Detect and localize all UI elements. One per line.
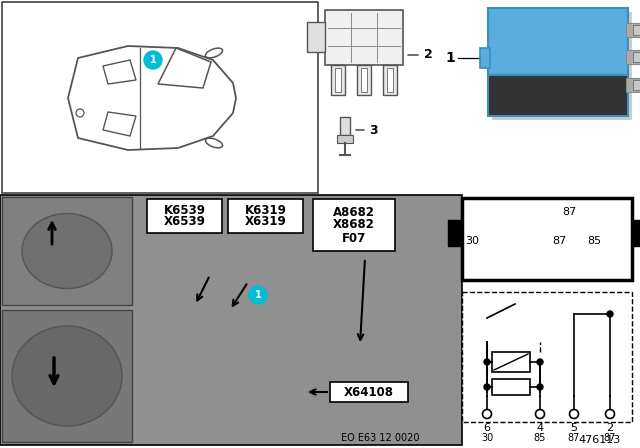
Circle shape [249,286,267,304]
Circle shape [537,359,543,365]
Circle shape [484,384,490,390]
Bar [480,48,490,68]
Bar [462,292,632,422]
Bar [488,8,628,75]
Circle shape [484,359,490,365]
Text: 3: 3 [369,124,378,137]
Bar [462,198,632,280]
Bar [492,12,632,120]
Text: 5: 5 [570,423,577,433]
Text: K6539: K6539 [163,204,205,217]
Text: EO E63 12 0020: EO E63 12 0020 [340,433,419,443]
Bar [2,2,318,193]
Bar [228,199,303,233]
Text: 87: 87 [552,236,566,246]
Bar [488,75,628,116]
Ellipse shape [22,214,112,289]
Bar [626,23,640,37]
Text: X8682: X8682 [333,219,375,232]
Text: 30: 30 [465,236,479,246]
Bar [357,65,371,95]
Circle shape [605,409,614,418]
Bar [492,352,530,372]
Bar [0,195,462,445]
Bar [361,68,367,92]
Bar [448,220,462,246]
Text: 85: 85 [587,236,601,246]
Text: 2: 2 [607,423,614,433]
Text: 476113: 476113 [579,435,621,445]
Bar [337,135,353,143]
Circle shape [144,51,162,69]
Bar [147,199,222,233]
Circle shape [536,409,545,418]
Text: 87: 87 [604,433,616,443]
Text: 4: 4 [536,423,543,433]
Bar [335,68,341,92]
Text: 1: 1 [150,55,156,65]
Text: 1: 1 [445,51,455,65]
Bar [383,65,397,95]
Bar [633,52,640,62]
Bar [626,78,640,92]
Bar [307,22,325,52]
Text: X64108: X64108 [344,385,394,399]
Bar [387,68,393,92]
Circle shape [483,409,492,418]
Bar [325,10,403,65]
Bar [331,65,345,95]
Bar [633,25,640,35]
Circle shape [570,409,579,418]
Text: 87: 87 [568,433,580,443]
Bar [2,197,132,305]
Bar [313,199,395,251]
Text: 85: 85 [534,433,546,443]
Text: X6319: X6319 [244,215,286,228]
Text: 30: 30 [481,433,493,443]
Bar [626,50,640,64]
Text: X6539: X6539 [164,215,205,228]
Bar [632,220,640,246]
Text: 6: 6 [483,423,490,433]
Text: K6319: K6319 [244,204,287,217]
Text: F07: F07 [342,232,366,245]
Bar [340,117,350,135]
Bar [330,382,408,402]
Bar [2,310,132,442]
Text: 2: 2 [424,48,433,61]
Text: 1: 1 [255,290,261,300]
Text: 87: 87 [562,207,576,217]
Circle shape [537,384,543,390]
Bar [492,379,530,395]
Text: A8682: A8682 [333,206,375,219]
Circle shape [607,311,613,317]
Ellipse shape [12,326,122,426]
Bar [633,80,640,90]
